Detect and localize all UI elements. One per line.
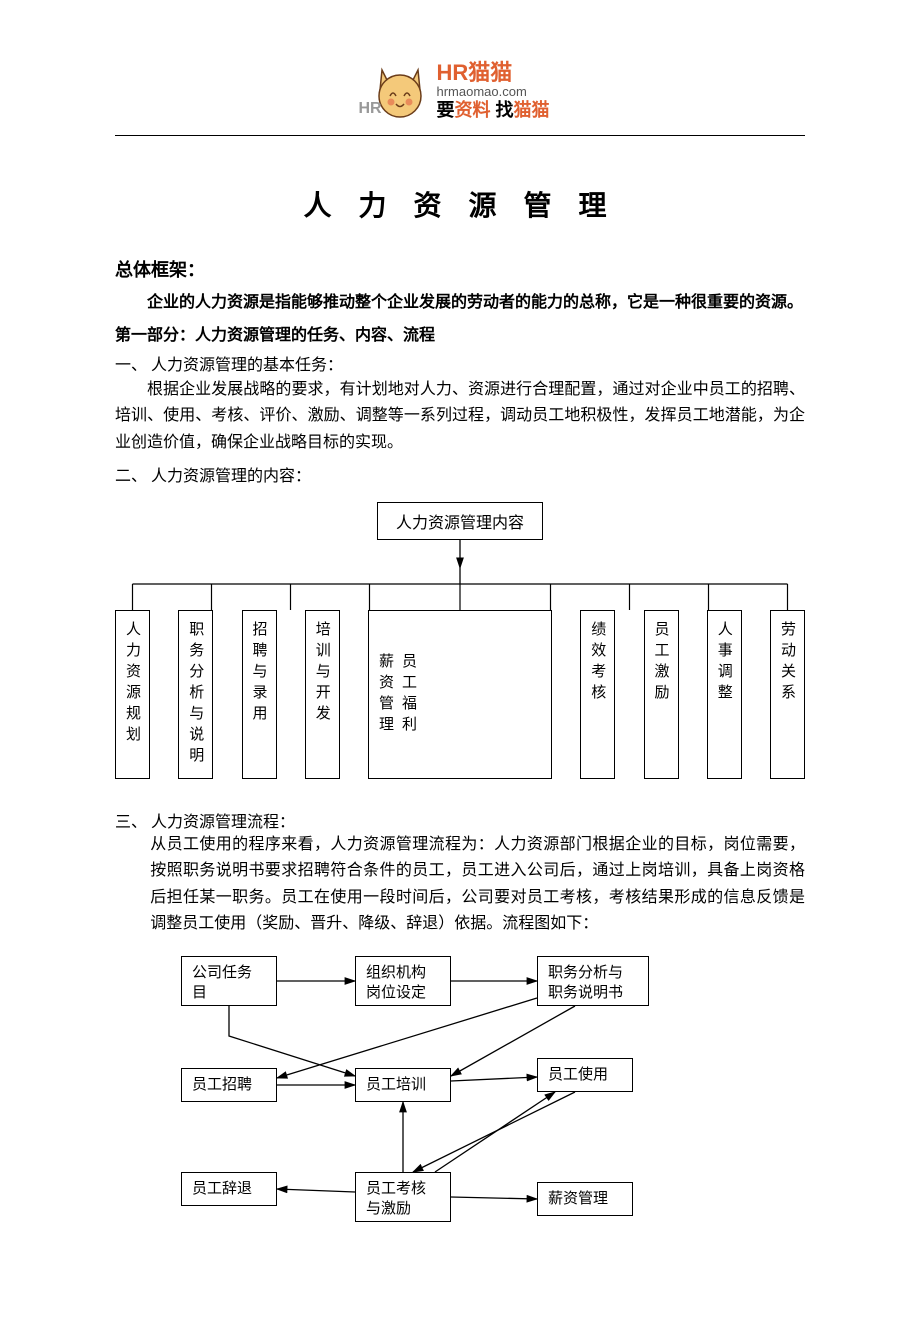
document-title: 人 力 资 源 管 理 xyxy=(115,184,805,224)
hr-badge: HR xyxy=(358,100,381,118)
cat-logo-icon: HR xyxy=(370,60,430,120)
section3-body: 从员工使用的程序来看，人力资源管理流程为：人力资源部门根据企业的目标，岗位需要，… xyxy=(115,832,805,938)
brand-text: HR猫猫 hrmaomao.com 要资料 找猫猫 xyxy=(436,60,549,121)
intro-paragraph: 企业的人力资源是指能够推动整个企业发展的劳动者的能力的总称，它是一种很重要的资源… xyxy=(115,290,805,316)
document-page: HR HR猫猫 hrmaomao.com 要资料 找猫猫 xyxy=(0,0,920,1336)
tree-leaf: 绩效考核 xyxy=(580,610,615,779)
part1-heading: 第一部分：人力资源管理的任务、内容、流程 xyxy=(115,321,805,345)
tree-leaf: 职务分析与说明 xyxy=(178,610,213,779)
section1-body: 根据企业发展战略的要求，有计划地对人力、资源进行合理配置，通过对企业中员工的招聘… xyxy=(115,377,805,456)
tree-root-node: 人力资源管理内容 xyxy=(377,502,543,540)
page-header: HR HR猫猫 hrmaomao.com 要资料 找猫猫 xyxy=(115,60,805,136)
framework-heading: 总体框架： xyxy=(115,256,805,282)
section3: 三、 人力资源管理流程： 从员工使用的程序来看，人力资源管理流程为：人力资源部门… xyxy=(115,808,805,1276)
tree-leaf: 招聘与录用 xyxy=(242,610,277,779)
tree-leaves-row: 人力资源规划职务分析与说明招聘与录用培训与开发薪资管理员工福利绩效考核员工激励人… xyxy=(115,610,805,779)
flow-node: 员工考核与激励 xyxy=(355,1172,451,1222)
tree-leaf: 人事调整 xyxy=(707,610,742,779)
section2-heading: 二、 人力资源管理的内容： xyxy=(115,462,805,486)
hr-process-flowchart: 公司任务目 组织机构岗位设定 职务分析与职务说明书员工招聘 员工培训 员工使用员工辞退 员… xyxy=(155,956,805,1276)
tree-leaf: 劳动关系 xyxy=(770,610,805,779)
flow-node: 组织机构岗位设定 xyxy=(355,956,451,1006)
flow-node: 薪资管理 xyxy=(537,1182,633,1216)
tree-leaf: 培训与开发 xyxy=(305,610,340,779)
hr-content-tree: 人力资源管理内容 人力资源规划职务分析与说明招聘与录用培训与开发薪资管理员工福利… xyxy=(115,502,805,772)
flow-node: 公司任务目 xyxy=(181,956,277,1006)
flow-node: 员工招聘 xyxy=(181,1068,277,1102)
flow-node: 员工辞退 xyxy=(181,1172,277,1206)
tree-leaf: 薪资管理员工福利 xyxy=(368,610,552,779)
tree-leaf: 人力资源规划 xyxy=(115,610,150,779)
brand-url: hrmaomao.com xyxy=(436,85,526,100)
flow-node: 员工培训 xyxy=(355,1068,451,1102)
logo-row: HR HR猫猫 hrmaomao.com 要资料 找猫猫 xyxy=(370,60,549,121)
section1-heading: 一、 人力资源管理的基本任务： xyxy=(115,351,805,375)
flow-node: 职务分析与职务说明书 xyxy=(537,956,649,1006)
brand-slogan: 要资料 找猫猫 xyxy=(436,100,549,121)
tree-leaf: 员工激励 xyxy=(644,610,679,779)
flow-node: 员工使用 xyxy=(537,1058,633,1092)
brand-name: HR猫猫 xyxy=(436,60,512,85)
section3-heading: 三、 人力资源管理流程： xyxy=(115,808,805,832)
